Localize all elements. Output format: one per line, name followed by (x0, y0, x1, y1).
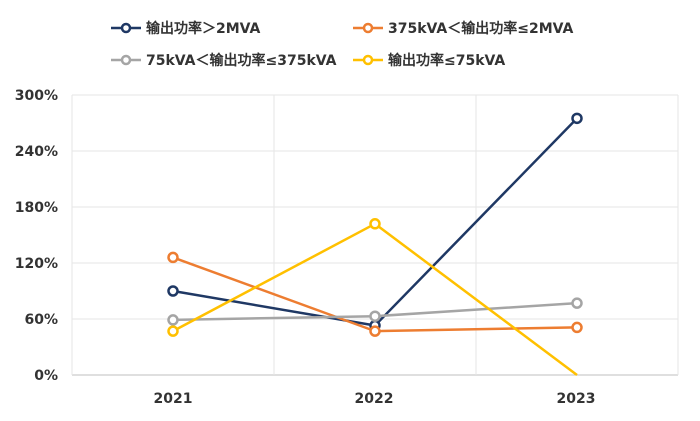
data-point (571, 297, 583, 309)
legend-item: 输出功率＞2MVA (111, 20, 261, 37)
y-tick-label: 120% (15, 256, 58, 272)
data-point (167, 314, 179, 326)
legend: 输出功率＞2MVA 375kVA＜输出功率≤2MVA 75kVA＜输出功率≤37… (111, 20, 574, 69)
series-line (172, 222, 578, 377)
legend-marker (362, 54, 374, 66)
series (167, 251, 583, 337)
data-point (167, 325, 179, 337)
legend-marker (120, 54, 132, 66)
series-layer (167, 112, 583, 377)
y-tick-label: 300% (15, 88, 58, 104)
legend-label: 输出功率≤75kVA (388, 52, 505, 69)
series (167, 297, 583, 326)
data-point (167, 285, 179, 297)
data-point (167, 251, 179, 264)
x-tick-label: 2022 (355, 391, 394, 407)
data-point (369, 325, 381, 337)
legend-marker (120, 22, 132, 34)
x-axis: 2021 2022 2023 (154, 391, 596, 407)
data-point (571, 321, 583, 334)
data-point (369, 310, 381, 322)
x-tick-label: 2023 (557, 391, 596, 407)
legend-label: 375kVA＜输出功率≤2MVA (388, 20, 574, 37)
data-point (369, 218, 381, 230)
x-tick-label: 2021 (154, 391, 193, 407)
y-tick-label: 180% (15, 200, 58, 216)
legend-marker (362, 22, 374, 34)
y-tick-label: 60% (24, 312, 58, 328)
data-point (571, 112, 583, 125)
y-tick-label: 0% (34, 368, 58, 384)
legend-item: 375kVA＜输出功率≤2MVA (353, 20, 574, 37)
legend-item: 输出功率≤75kVA (353, 52, 505, 69)
y-tick-label: 240% (15, 144, 58, 160)
y-axis: 0% 60% 120% 180% 240% 300% (15, 88, 58, 384)
legend-label: 75kVA＜输出功率≤375kVA (146, 52, 337, 69)
legend-label: 输出功率＞2MVA (146, 20, 261, 37)
legend-item: 75kVA＜输出功率≤375kVA (111, 52, 337, 69)
series (167, 218, 578, 377)
